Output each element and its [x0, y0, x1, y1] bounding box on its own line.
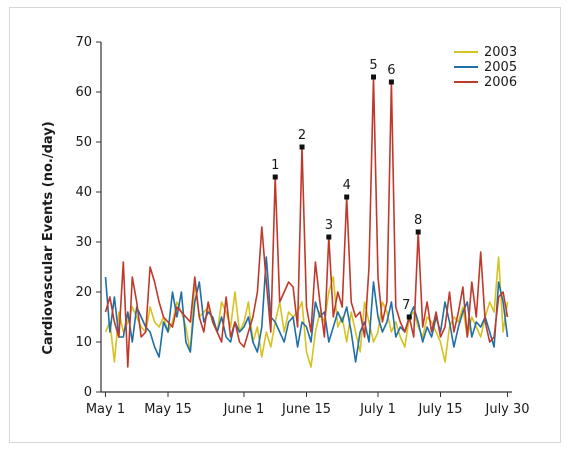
y-tick-label: 60: [75, 85, 92, 100]
line-chart: Cardiovascular Events (no./day) 0 10 20 30 4…: [41, 35, 530, 417]
y-tick-label: 50: [75, 135, 92, 150]
legend-label: 2006: [484, 75, 517, 90]
y-tick-label: 20: [75, 285, 92, 300]
x-tick-label: June 1: [223, 402, 265, 417]
legend-label: 2005: [484, 60, 517, 75]
series-line-2003: [104, 256, 509, 368]
x-tick-label: May 1: [86, 402, 125, 417]
event-marker-label: 3: [325, 218, 333, 233]
event-marker: [415, 229, 421, 235]
chart-frame: Cardiovascular Events (no./day) 0 10 20 30 4…: [9, 7, 561, 443]
series-line-2006: [104, 76, 509, 368]
x-tick-label: July 1: [359, 402, 396, 417]
event-marker: [299, 144, 305, 150]
x-tick-label: June 15: [281, 402, 331, 417]
y-tick-label: 40: [75, 185, 92, 200]
event-marker: [326, 234, 332, 240]
y-tick-label: 70: [75, 35, 92, 50]
event-marker: [272, 174, 278, 180]
x-tick-label: May 15: [144, 402, 192, 417]
event-marker: [388, 79, 394, 85]
legend-label: 2003: [484, 45, 517, 60]
event-marker: [406, 314, 412, 320]
event-marker-label: 4: [343, 178, 351, 193]
y-tick-label: 10: [75, 335, 92, 350]
event-marker-label: 2: [298, 128, 306, 143]
x-tick-label: July 30: [485, 402, 530, 417]
axes: 0 10 20 30 40 50 60 70 May 1 May 15 June 1 June 15 J…: [75, 35, 529, 417]
y-tick-label: 0: [84, 385, 92, 400]
x-tick-label: July 15: [417, 402, 462, 417]
y-tick-label: 30: [75, 235, 92, 250]
event-markers: 1 2 3 4 5 6 7 8: [271, 58, 422, 320]
series-line-2005: [104, 256, 509, 363]
event-marker-label: 6: [387, 63, 395, 78]
event-marker: [344, 194, 350, 200]
event-marker-label: 8: [414, 213, 422, 228]
event-marker-label: 7: [402, 298, 410, 313]
event-marker: [371, 74, 377, 80]
series-layer: [104, 76, 509, 368]
event-marker-label: 1: [271, 158, 279, 173]
event-marker-label: 5: [369, 58, 377, 73]
y-axis-title: Cardiovascular Events (no./day): [41, 121, 56, 354]
